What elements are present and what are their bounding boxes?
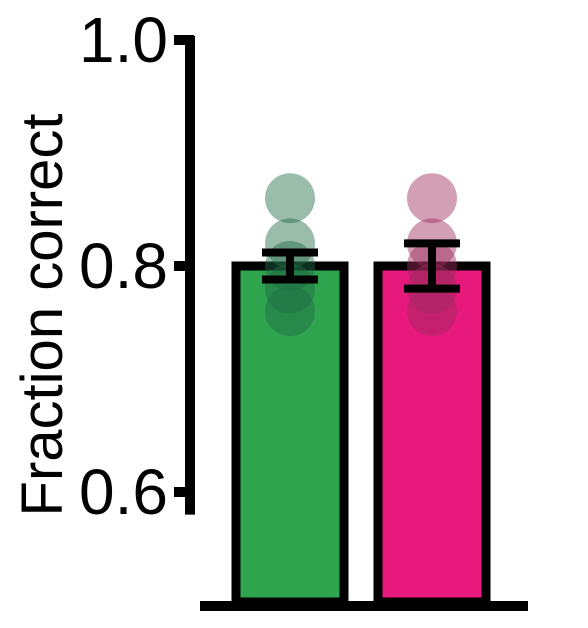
y-tick-label: 0.8 [79, 230, 168, 302]
y-tick-label: 0.6 [79, 456, 168, 528]
data-point [265, 286, 315, 337]
y-tick-label: 1.0 [79, 4, 168, 76]
y-axis: 0.6 0.8 1.0 [79, 4, 195, 528]
data-point [407, 286, 457, 337]
bar-group [231, 173, 349, 607]
data-point [407, 173, 457, 224]
data-point [265, 173, 315, 224]
bar-group [373, 173, 491, 607]
y-axis-label: Fraction correct [10, 114, 75, 517]
bars-group [231, 173, 491, 607]
